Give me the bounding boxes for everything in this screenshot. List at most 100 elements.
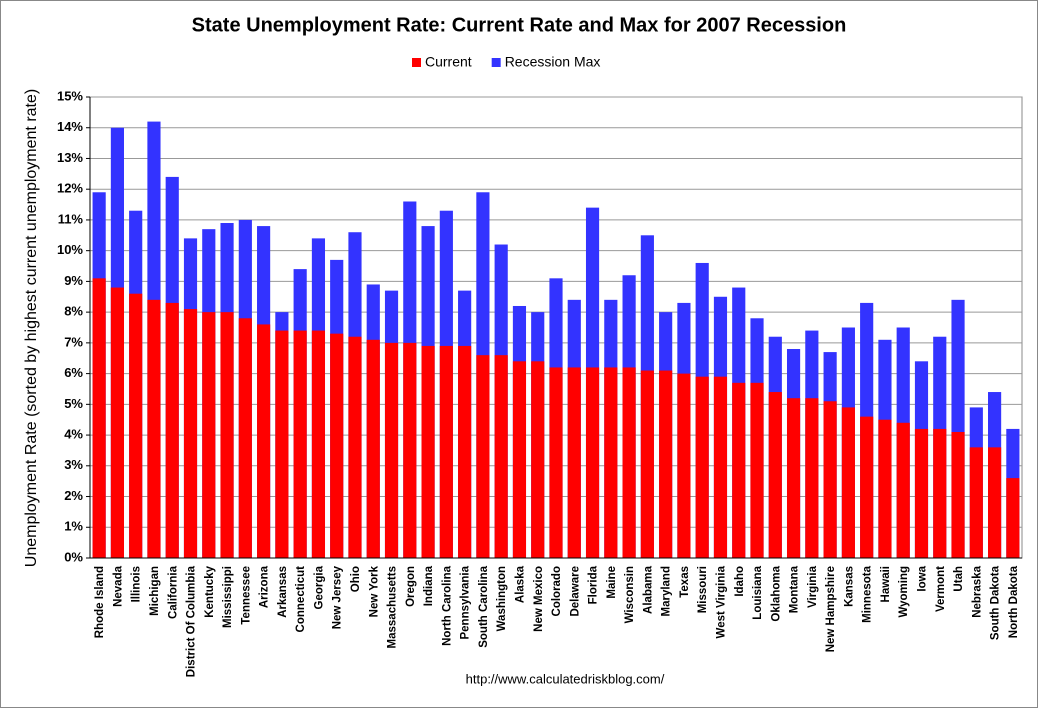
bar — [421, 345, 435, 558]
x-tick-label: Missouri — [697, 566, 709, 613]
y-tick-label: 12% — [57, 181, 83, 196]
bar — [238, 318, 252, 558]
legend-swatch — [491, 58, 501, 67]
x-tick-label: North Dakota — [1008, 565, 1020, 638]
bar — [512, 361, 527, 558]
y-tick-label: 9% — [64, 273, 83, 288]
x-tick-label: Tennessee — [240, 566, 252, 625]
x-tick-label: Colorado — [551, 566, 563, 616]
x-tick-label: Wisconsin — [624, 566, 636, 623]
x-tick-label: Louisiana — [752, 565, 764, 619]
bar — [732, 382, 746, 558]
y-tick-label: 11% — [58, 211, 84, 226]
x-tick-label: New Jersey — [332, 565, 344, 629]
x-tick-label: New Hampshire — [825, 566, 837, 652]
bar — [786, 398, 801, 558]
y-tick-label: 10% — [57, 242, 83, 257]
x-tick-label: Arkansas — [277, 566, 289, 618]
bar — [841, 407, 855, 558]
x-tick-label: Florida — [588, 565, 600, 604]
source: http://www.calculatedriskblog.com/ — [466, 671, 665, 686]
x-tick-label: New Mexico — [533, 566, 545, 632]
x-tick-label: Nebraska — [971, 565, 983, 617]
bar — [384, 342, 399, 558]
x-tick-label: Alabama — [642, 565, 654, 614]
bar — [659, 370, 673, 558]
bar — [366, 339, 380, 558]
y-tick-label: 2% — [64, 488, 83, 503]
x-tick-label: Massachusetts — [387, 566, 399, 648]
bar — [1006, 478, 1020, 558]
bar — [951, 431, 965, 558]
x-tick-label: Kansas — [843, 566, 855, 607]
x-tick-label: Minnesota — [862, 565, 874, 622]
y-tick-label: 1% — [64, 519, 83, 534]
bar — [202, 312, 216, 558]
x-tick-label: Arizona — [259, 565, 271, 608]
bar — [439, 345, 453, 558]
bar — [403, 342, 417, 558]
legend-label: Current — [425, 54, 472, 70]
bar — [330, 333, 344, 558]
bar — [805, 398, 819, 558]
x-tick-label: Oklahoma — [770, 565, 782, 621]
x-tick-label: Nevada — [112, 565, 124, 607]
y-tick-label: 4% — [64, 427, 83, 442]
bar — [147, 299, 161, 558]
bar — [914, 428, 929, 558]
x-tick-label: Pennsylvania — [460, 565, 472, 639]
x-tick-label: Michigan — [149, 566, 161, 616]
bar — [713, 376, 728, 558]
x-tick-label: Mississippi — [222, 566, 234, 628]
x-tick-label: Connecticut — [295, 566, 307, 633]
bar — [110, 287, 124, 558]
chart-title: State Unemployment Rate: Current Rate an… — [192, 14, 847, 36]
x-tick-label: Kentucky — [204, 565, 216, 617]
x-tick-label: South Dakota — [990, 565, 1002, 640]
x-tick-label: Texas — [679, 566, 691, 598]
x-tick-label: Illinois — [131, 566, 143, 602]
bar — [129, 293, 143, 558]
legend-swatch — [412, 58, 421, 67]
bar — [458, 345, 472, 558]
x-tick-label: Maryland — [661, 566, 673, 617]
bar — [220, 312, 234, 558]
bar — [348, 336, 362, 558]
bar — [622, 367, 636, 558]
bar — [768, 392, 782, 558]
x-tick-label: California — [167, 565, 179, 619]
x-tick-label: Hawaii — [880, 566, 892, 602]
bar — [933, 428, 947, 558]
bar — [275, 330, 289, 558]
x-tick-label: Maine — [606, 566, 618, 599]
bar — [311, 330, 326, 558]
y-tick-label: 7% — [64, 334, 83, 349]
x-tick-label: Delaware — [569, 566, 581, 617]
y-tick-label: 8% — [64, 304, 83, 319]
bar — [531, 361, 545, 558]
bar — [604, 367, 618, 558]
y-axis-label: Unemployment Rate (sorted by highest cur… — [23, 89, 40, 567]
x-tick-label: North Carolina — [441, 565, 453, 645]
bar — [878, 419, 892, 558]
x-tick-label: Wyoming — [898, 566, 910, 618]
x-tick-label: Vermont — [935, 566, 947, 612]
x-tick-label: Iowa — [917, 565, 929, 591]
x-tick-label: Indiana — [423, 565, 435, 606]
bar — [750, 382, 764, 558]
bar — [823, 401, 837, 558]
x-tick-label: Georgia — [313, 565, 325, 609]
legend-label: Recession Max — [505, 54, 601, 70]
x-tick-label: Idaho — [734, 566, 746, 597]
bar — [183, 309, 198, 558]
x-tick-label: Utah — [953, 566, 965, 592]
bar — [567, 367, 581, 558]
bar — [860, 416, 874, 558]
y-tick-label: 0% — [64, 549, 83, 564]
bar — [695, 376, 709, 558]
y-tick-label: 3% — [64, 457, 83, 472]
bar — [549, 367, 563, 558]
bar — [293, 330, 307, 558]
x-tick-label: Virginia — [807, 565, 819, 608]
